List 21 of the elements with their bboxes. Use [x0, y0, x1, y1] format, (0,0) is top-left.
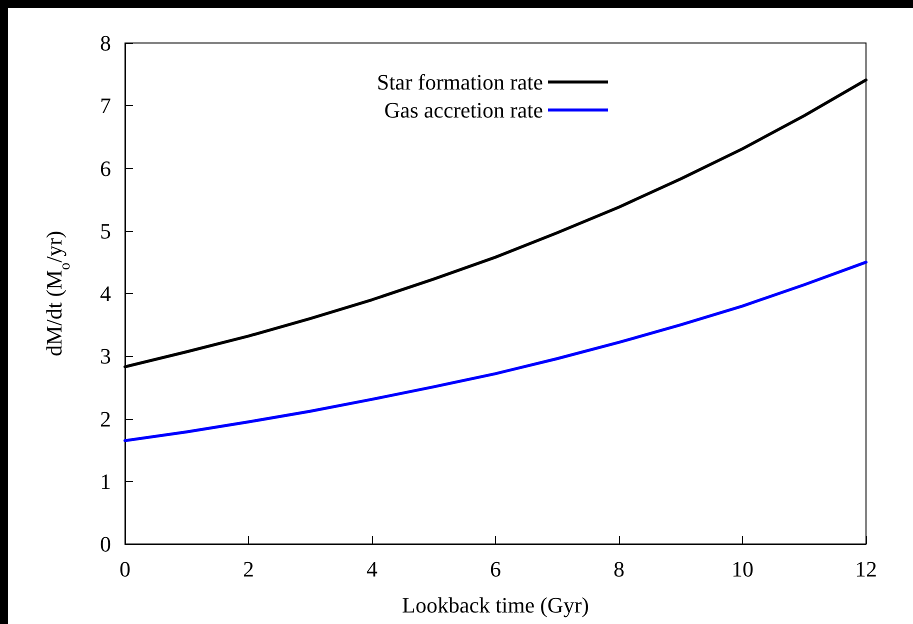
x-tick-label: 2: [243, 556, 254, 582]
legend-label: Star formation rate: [376, 70, 543, 94]
x-tick-label: 8: [614, 556, 624, 582]
x-tick-label: 12: [855, 556, 877, 582]
y-tick-label: 7: [100, 93, 111, 118]
y-tick-label: 0: [100, 532, 111, 556]
y-tick-label: 3: [100, 344, 111, 369]
legend-label: Gas accretion rate: [384, 98, 543, 122]
y-axis-title: dM/dt (Mo/yr): [42, 230, 74, 356]
y-tick-label: 1: [100, 468, 111, 494]
y-tick-label: 6: [100, 156, 111, 181]
x-tick-label: 6: [490, 556, 501, 582]
y-tick-label: 8: [100, 30, 111, 56]
y-tick-label: 2: [100, 406, 111, 432]
line-series: [124, 260, 868, 442]
x-tick-label: 0: [120, 556, 130, 582]
y-tick-label: 4: [100, 281, 111, 306]
y-tick-label: 5: [100, 218, 111, 244]
x-tick-label: 10: [732, 556, 754, 582]
x-tick-label: 4: [366, 556, 378, 582]
x-axis-title: Lookback time (Gyr): [402, 592, 589, 618]
